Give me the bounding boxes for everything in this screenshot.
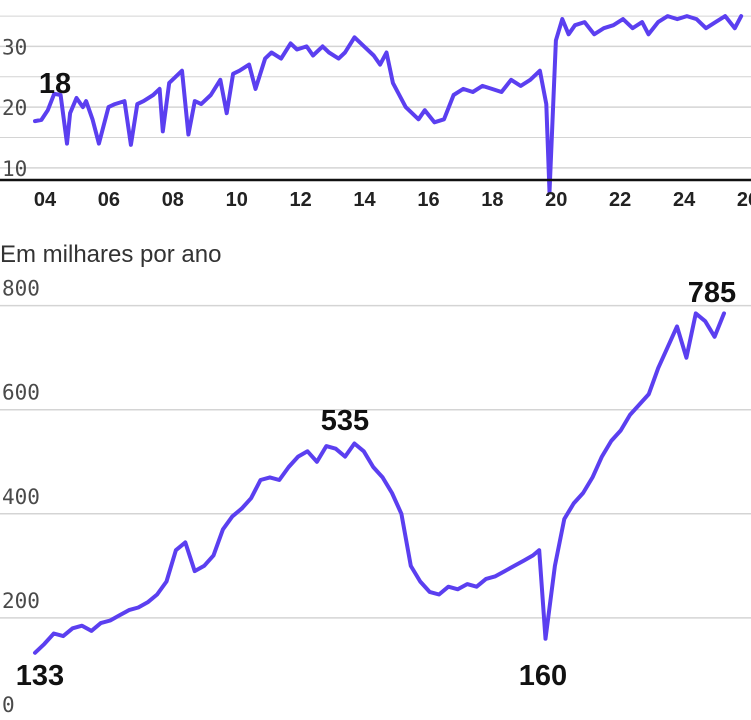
annotation-label: 160 [519,660,567,692]
y-tick-label: 10 [2,157,27,181]
y-tick-label: 200 [2,589,40,613]
x-tick-label: 20 [545,189,567,211]
x-tick-label: 22 [609,189,631,211]
y-tick-label: 400 [2,485,40,509]
x-tick-label: 08 [162,189,184,211]
x-tick-label: 18 [481,189,503,211]
x-tick-label: 14 [353,189,376,211]
annotation-label: 535 [321,405,369,437]
annotation-label: 18 [39,68,71,100]
chart-subtitle: Em milhares por ano [0,241,221,268]
y-tick-label: 0 [2,693,15,717]
annotation-label: 785 [688,277,736,309]
x-tick-label: 06 [98,189,120,211]
x-tick-label: 24 [673,189,696,211]
x-tick-label: 04 [34,189,57,211]
x-tick-label: 10 [226,189,248,211]
y-tick-label: 20 [2,96,27,120]
x-tick-label: 26 [737,189,751,211]
y-tick-label: 30 [2,35,27,59]
x-tick-label: 16 [417,189,439,211]
series-line [33,311,726,655]
y-tick-label: 800 [2,277,40,301]
series-line [33,14,744,195]
annotation-label: 133 [16,660,64,692]
y-tick-label: 600 [2,381,40,405]
x-tick-label: 12 [290,189,312,211]
